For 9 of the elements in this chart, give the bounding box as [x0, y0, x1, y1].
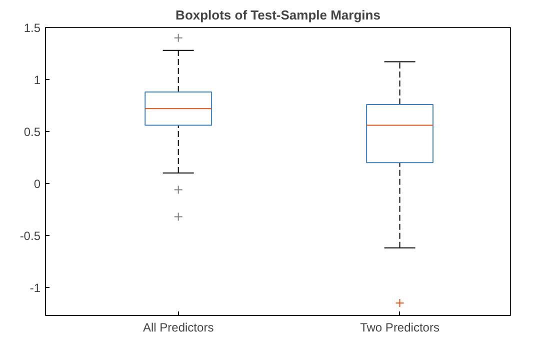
y-tick-label: 1 [34, 72, 41, 87]
y-tick-label: 0.5 [24, 124, 41, 139]
chart-title: Boxplots of Test-Sample Margins [176, 8, 380, 22]
x-tick-label: Two Predictors [360, 320, 440, 334]
y-tick-label: -0.5 [20, 228, 41, 243]
y-tick-label: -1 [30, 280, 41, 295]
y-tick-label: 1.5 [24, 21, 41, 35]
y-tick-label: 0 [34, 176, 41, 191]
x-tick-label: All Predictors [143, 320, 214, 334]
